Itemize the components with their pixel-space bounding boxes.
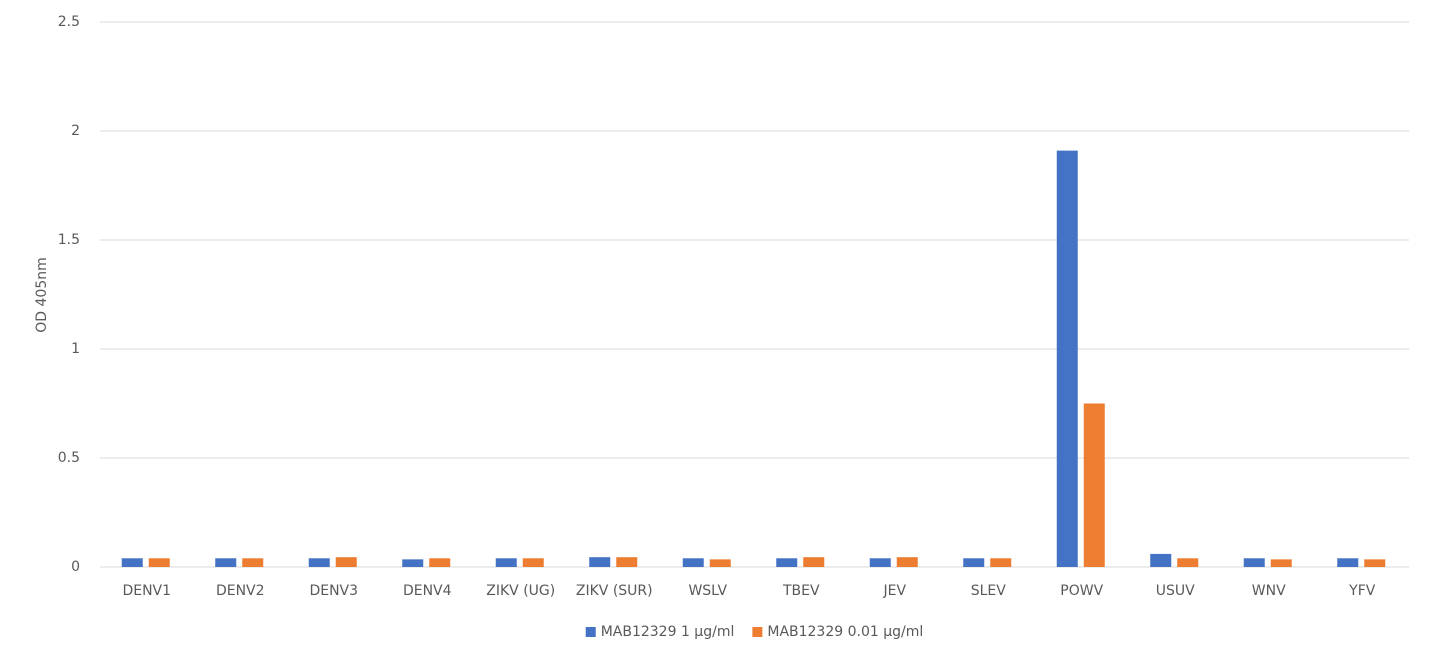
bar — [215, 558, 237, 567]
bar — [1150, 553, 1172, 567]
bar — [589, 557, 611, 567]
x-tick-label: ZIKV (UG) — [486, 583, 555, 599]
bar — [963, 558, 985, 567]
bar — [990, 558, 1012, 567]
bar — [1056, 150, 1078, 567]
x-tick-label: POWV — [1060, 583, 1103, 599]
legend-label: MAB12329 1 µg/ml — [601, 624, 735, 640]
x-tick-label: ZIKV (SUR) — [576, 583, 653, 599]
bar — [869, 558, 891, 567]
x-tick-label: USUV — [1156, 583, 1195, 599]
bar — [148, 558, 170, 567]
bar — [1337, 558, 1359, 567]
x-tick-label: DENV1 — [122, 583, 171, 599]
bar — [121, 558, 143, 567]
bar — [495, 558, 517, 567]
bar — [522, 558, 544, 567]
bar — [429, 558, 451, 567]
legend-swatch — [585, 627, 596, 637]
bar — [616, 557, 638, 567]
bar — [709, 559, 731, 567]
bar — [896, 557, 918, 567]
x-tick-label: YFV — [1348, 583, 1376, 599]
y-tick-label: 1 — [71, 341, 80, 357]
x-tick-label: DENV4 — [403, 583, 452, 599]
legend-swatch — [752, 627, 763, 637]
x-tick-label: DENV2 — [216, 583, 265, 599]
bar — [335, 557, 357, 567]
x-tick-label: TBEV — [782, 583, 820, 599]
bar — [1177, 558, 1199, 567]
y-tick-label: 2 — [71, 123, 80, 139]
bar — [308, 558, 330, 567]
y-tick-label: 1.5 — [58, 232, 80, 248]
y-tick-label: 0 — [71, 559, 80, 575]
bar — [1270, 559, 1292, 567]
x-tick-label: WNV — [1252, 583, 1286, 599]
y-tick-label: 0.5 — [58, 450, 80, 466]
bar — [776, 558, 798, 567]
x-tick-label: WSLV — [688, 583, 727, 599]
x-tick-label: DENV3 — [309, 583, 358, 599]
x-tick-label: SLEV — [971, 583, 1007, 599]
bar — [1364, 559, 1386, 567]
bar — [1243, 558, 1265, 567]
bar — [803, 557, 825, 567]
x-tick-label: JEV — [882, 583, 906, 599]
y-axis-label: OD 405nm — [34, 257, 50, 332]
y-tick-label: 2.5 — [58, 14, 80, 30]
bar — [402, 559, 424, 567]
bar — [1083, 403, 1105, 567]
bar — [682, 558, 704, 567]
legend-label: MAB12329 0.01 µg/ml — [767, 624, 923, 640]
bar — [242, 558, 264, 567]
